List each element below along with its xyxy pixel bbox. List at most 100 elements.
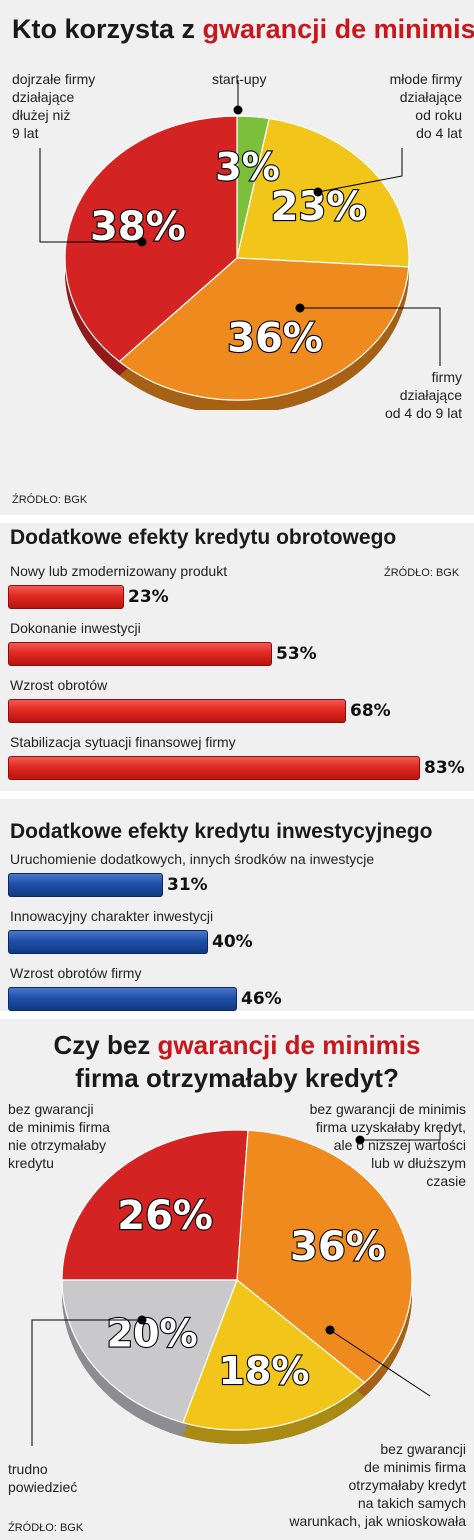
bar-category-label: Wzrost obrotów firmy bbox=[10, 965, 142, 981]
label-line: od 4 do 9 lat bbox=[384, 405, 462, 421]
label-line: lub w dłuższym bbox=[371, 1155, 466, 1171]
pie-value-label: 20% bbox=[107, 1312, 198, 1356]
label-line: dłużej niż bbox=[12, 107, 71, 123]
bar-category-label: Uruchomienie dodatkowych, innych środków… bbox=[10, 851, 375, 867]
bar-category-label: Dokonanie inwestycji bbox=[10, 620, 141, 636]
leader-line bbox=[300, 307, 441, 366]
label-line: trudno bbox=[8, 1461, 48, 1477]
pie-value-label: 36% bbox=[290, 1224, 386, 1270]
label-line: otrzymałaby kredyt bbox=[348, 1477, 466, 1493]
pie1-label-mid: firmy działające od 4 do 9 lat bbox=[385, 368, 462, 422]
bar-category-label: Innowacyjny charakter inwestycji bbox=[10, 908, 214, 924]
leader-dot bbox=[295, 303, 305, 313]
label-line: bez gwarancji de minimis bbox=[309, 1101, 466, 1117]
bar-category-label: Wzrost obrotów bbox=[10, 677, 108, 693]
leader-dot bbox=[137, 237, 147, 247]
divider bbox=[0, 1011, 474, 1019]
pie1-label-mature: dojrzałe firmy działające dłużej niż 9 l… bbox=[12, 70, 95, 142]
pie1-title-highlight: gwarancji de minimis? bbox=[202, 14, 474, 44]
leader-dot bbox=[355, 1135, 365, 1145]
divider bbox=[0, 515, 474, 523]
leader-line bbox=[360, 1130, 441, 1141]
pie1-title: Kto korzysta z gwarancji de minimis? bbox=[12, 14, 474, 45]
pie-slice bbox=[236, 117, 410, 268]
pie1-label-young: młode firmy działające od roku do 4 lat bbox=[390, 70, 462, 142]
label-line: działające bbox=[12, 89, 75, 105]
label-line: nie otrzymałaby bbox=[8, 1137, 107, 1153]
bar bbox=[8, 756, 420, 780]
label-line: firma uzyskałaby kredyt, bbox=[315, 1119, 466, 1135]
label-line: dojrzałe firmy bbox=[12, 71, 96, 87]
pie1-label-startups: start-upy bbox=[212, 70, 266, 88]
bar-panel-investment-credit bbox=[0, 799, 474, 1011]
pie2-label-hard: trudno powiedzieć bbox=[8, 1460, 77, 1496]
leader-dot bbox=[137, 1315, 147, 1325]
pie-value-label: 18% bbox=[218, 1349, 309, 1393]
pie1-title-main: Kto korzysta z bbox=[12, 14, 203, 44]
bar-value-label: 68% bbox=[350, 701, 391, 721]
label-line: do 4 lat bbox=[416, 125, 462, 141]
label-line: od roku bbox=[415, 107, 462, 123]
label-line: powiedzieć bbox=[8, 1479, 78, 1495]
bar bbox=[8, 585, 124, 609]
pie-chart-guarantee: 26% 36% 18% 20% bbox=[31, 1130, 441, 1446]
pie-slice bbox=[64, 115, 238, 363]
bar bbox=[8, 699, 346, 723]
leader-line bbox=[31, 1319, 142, 1446]
leader-line bbox=[329, 1329, 431, 1397]
divider bbox=[0, 791, 474, 799]
label-line: warunkach, jak wnioskowała bbox=[289, 1513, 466, 1529]
bar-value-label: 23% bbox=[128, 587, 169, 607]
leader-dot bbox=[233, 105, 243, 115]
label-line: kredytu bbox=[8, 1155, 54, 1171]
pie1-source: ŹRÓDŁO: BGK bbox=[12, 494, 88, 506]
pie2-title-highlight: gwarancji de minimis bbox=[157, 1030, 421, 1060]
bar2-title: Dodatkowe efekty kredytu inwestycyjnego bbox=[10, 820, 433, 843]
label-line: bez gwarancji bbox=[8, 1101, 94, 1117]
leader-dot bbox=[325, 1325, 335, 1335]
bar-value-label: 46% bbox=[241, 989, 282, 1009]
bar-value-label: 31% bbox=[167, 875, 208, 895]
pie2-label-no: bez gwarancji de minimis firma nie otrzy… bbox=[8, 1100, 110, 1172]
label-line: 9 lat bbox=[12, 125, 39, 141]
pie-slice bbox=[61, 1130, 249, 1281]
pie-chart-users: 3%23%36%38% bbox=[39, 80, 441, 410]
label-line: de minimis firma bbox=[364, 1459, 466, 1475]
pie2-label-lower: bez gwarancji de minimis firma uzyskałab… bbox=[310, 1100, 466, 1190]
bar-value-label: 53% bbox=[276, 644, 317, 664]
pie2-source: ŹRÓDŁO: BGK bbox=[8, 1522, 84, 1534]
label-line: firmy bbox=[431, 369, 462, 385]
label-line: czasie bbox=[426, 1173, 466, 1189]
pie-slice bbox=[182, 1279, 366, 1431]
bar1-title: Dodatkowe efekty kredytu obrotowego bbox=[10, 526, 397, 549]
bar bbox=[8, 930, 208, 954]
pie-value-label: 36% bbox=[227, 316, 323, 362]
leader-line bbox=[317, 148, 403, 193]
bar-category-label: Stabilizacja sytuacji finansowej firmy bbox=[10, 734, 236, 750]
label-line: start-upy bbox=[212, 71, 267, 87]
bar-value-label: 40% bbox=[212, 932, 253, 952]
label-line: działające bbox=[399, 387, 462, 403]
label-line: bez gwarancji bbox=[380, 1441, 466, 1457]
label-line: ale o niższej wartości bbox=[333, 1137, 466, 1153]
pie-slice bbox=[118, 257, 410, 401]
label-line: młode firmy bbox=[389, 71, 462, 87]
pie-value-label: 3% bbox=[215, 145, 280, 189]
bar-value-label: 83% bbox=[424, 758, 465, 778]
pie-slice bbox=[61, 1279, 238, 1424]
bar bbox=[8, 987, 237, 1011]
bar-category-label: Nowy lub zmodernizowany produkt bbox=[10, 563, 228, 579]
leader-dot bbox=[313, 187, 323, 197]
pie2-title-line1: Czy bez gwarancji de minimis bbox=[0, 1030, 474, 1061]
bar bbox=[8, 873, 163, 897]
pie-value-label: 26% bbox=[117, 1193, 213, 1239]
pie2-label-same: bez gwarancji de minimis firma otrzymała… bbox=[289, 1440, 466, 1530]
pie2-title-line2: firma otrzymałaby kredyt? bbox=[75, 1063, 399, 1093]
pie2-title-pre: Czy bez bbox=[53, 1030, 158, 1060]
label-line: działające bbox=[399, 89, 462, 105]
label-line: na takich samych bbox=[357, 1495, 466, 1511]
pie-slice bbox=[236, 1130, 413, 1384]
bar bbox=[8, 642, 272, 666]
bar1-source: ŹRÓDŁO: BGK bbox=[384, 567, 460, 579]
label-line: de minimis firma bbox=[8, 1119, 110, 1135]
